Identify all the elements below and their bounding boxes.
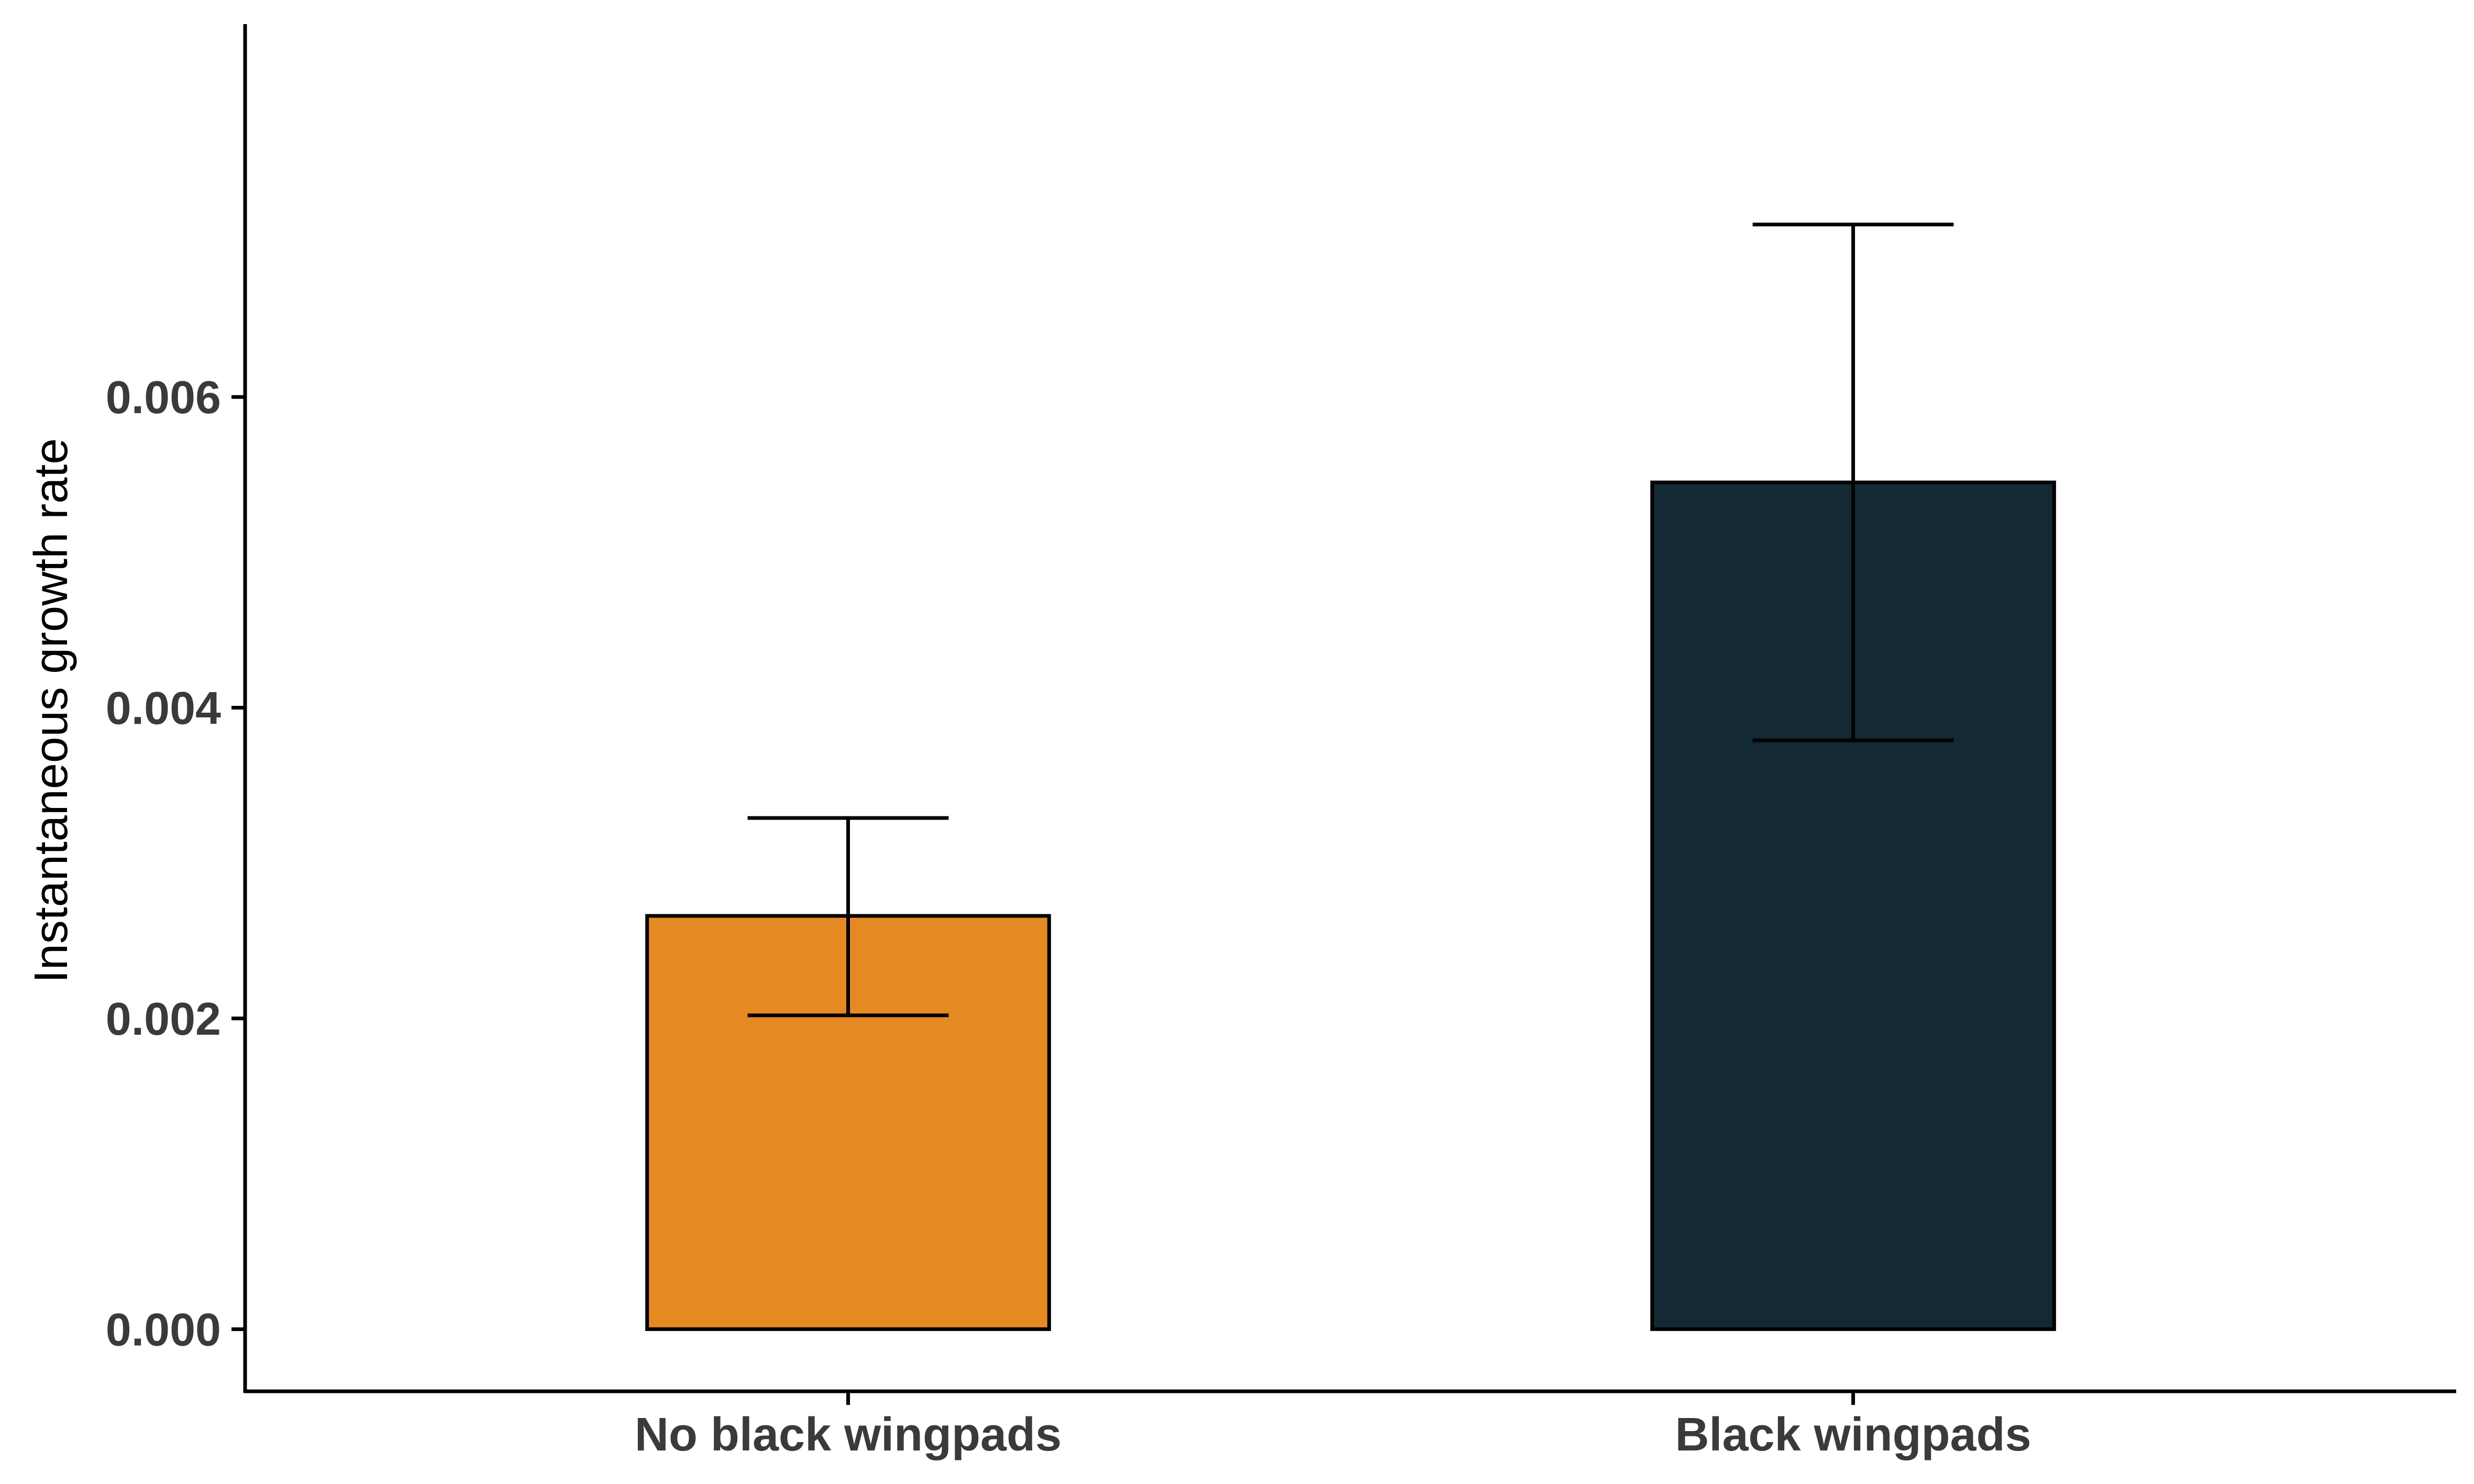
x-ticks-layer: No black wingpads Black wingpads (635, 1391, 2031, 1461)
y-ticks-layer: 0.000 0.002 0.004 0.006 (106, 371, 245, 1355)
y-tick-label: 0.004 (106, 682, 221, 734)
bars-layer (645, 480, 2056, 1331)
axes-layer (243, 24, 2456, 1393)
y-tick-label: 0.000 (106, 1303, 221, 1355)
y-axis-title: Instantaneous growth rate (25, 438, 78, 983)
x-tick-label: No black wingpads (635, 1409, 1062, 1461)
errorbars-layer (747, 223, 1954, 1017)
x-tick-label: Black wingpads (1675, 1409, 2031, 1461)
y-tick-label: 0.002 (106, 993, 221, 1045)
y-tick-label: 0.006 (106, 371, 221, 423)
